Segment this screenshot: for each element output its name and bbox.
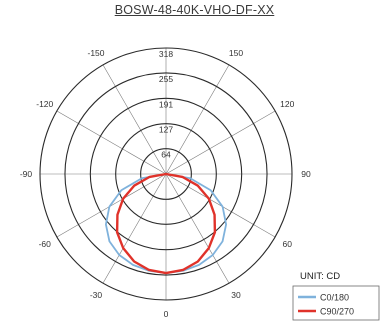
grid-spoke — [165, 64, 230, 175]
grid-spoke — [165, 173, 230, 284]
angle-label: 30 — [231, 290, 241, 300]
angle-label: 120 — [280, 99, 294, 109]
angle-label: 90 — [301, 169, 311, 179]
ring-label: 127 — [159, 125, 173, 135]
grid-ring — [89, 97, 243, 251]
grid-spoke — [56, 110, 167, 175]
angle-label: -90 — [20, 169, 33, 179]
legend: UNIT: CD C0/180 C90/270 — [292, 271, 380, 321]
ring-label: 191 — [159, 99, 173, 109]
angle-label: -150 — [87, 48, 104, 58]
grid-ring — [64, 72, 268, 276]
angle-labels: 0 30 -30 60 -60 90 -90 120 -120 150 -150 — [20, 48, 311, 319]
unit-label: UNIT: CD — [300, 271, 340, 282]
angle-label: -30 — [90, 290, 103, 300]
grid-ring — [39, 47, 293, 301]
series-layer — [105, 172, 227, 275]
angle-label: 60 — [283, 239, 293, 249]
grid-spoke — [165, 173, 276, 238]
grid-spoke — [102, 173, 167, 284]
grid-ring — [140, 148, 192, 200]
grid-spoke — [165, 110, 276, 175]
legend-label: C90/270 — [320, 307, 354, 317]
angle-label: -120 — [36, 99, 53, 109]
ring-labels: 64 127 191 255 318 — [159, 49, 173, 160]
grid-ring — [115, 123, 217, 225]
ring-label: 255 — [159, 74, 173, 84]
ring-label: 318 — [159, 49, 173, 59]
angle-label: -60 — [39, 239, 52, 249]
chart-title: BOSW-48-40K-VHO-DF-XX — [114, 3, 275, 17]
series-c90-270 — [115, 172, 217, 275]
angle-label: 150 — [229, 48, 243, 58]
ring-label: 64 — [161, 150, 171, 160]
legend-label: C0/180 — [320, 293, 349, 303]
angle-label: 0 — [164, 309, 169, 319]
grid-spoke — [56, 173, 167, 238]
polar-grid — [39, 47, 293, 301]
grid-spoke — [102, 64, 167, 175]
legend-box — [292, 285, 380, 321]
